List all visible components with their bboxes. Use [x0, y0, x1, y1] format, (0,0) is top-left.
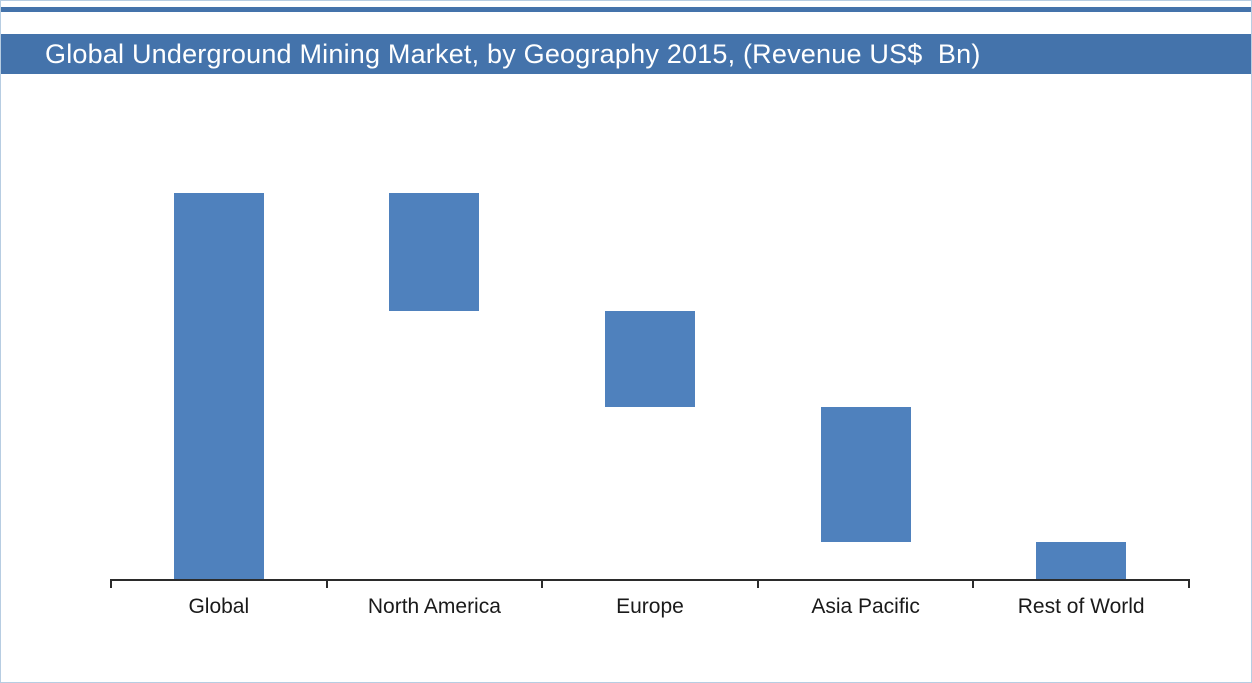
x-axis-tick: [325, 579, 328, 588]
x-axis: [111, 579, 1189, 581]
bar-rest-of-world: [1036, 542, 1127, 579]
x-axis-tick: [1188, 579, 1190, 588]
bar-north-america: [389, 193, 480, 311]
top-rule-divider: [1, 7, 1251, 12]
x-axis-tick: [110, 579, 112, 588]
bar-global: [173, 193, 264, 579]
bar-europe: [605, 310, 695, 408]
bar-asia-pacific: [820, 407, 911, 543]
category-label-north-america: North America: [367, 595, 501, 618]
category-label-europe: Europe: [616, 595, 684, 618]
category-label-asia-pacific: Asia Pacific: [811, 595, 920, 618]
chart-title: Global Underground Mining Market, by Geo…: [45, 38, 981, 69]
x-axis-tick: [541, 579, 544, 588]
chart-title-bar: Global Underground Mining Market, by Geo…: [1, 34, 1251, 74]
x-axis-tick: [972, 579, 975, 588]
category-label-global: Global: [188, 595, 250, 618]
x-axis-tick: [756, 579, 759, 588]
category-label-rest-of-world: Rest of World: [1017, 595, 1145, 618]
